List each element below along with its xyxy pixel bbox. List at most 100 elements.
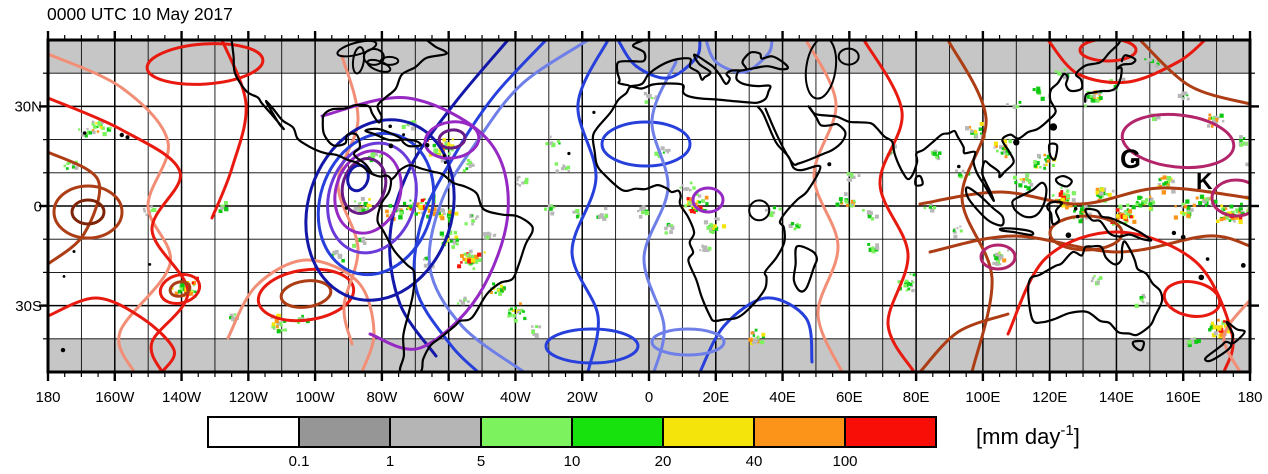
precip-speckle	[1024, 185, 1027, 188]
precip-speckle	[686, 187, 690, 190]
precip-speckle	[1240, 202, 1243, 206]
precip-speckle	[433, 148, 438, 153]
island-dot	[402, 133, 406, 137]
precip-speckle	[474, 259, 479, 264]
precip-speckle	[1007, 249, 1010, 252]
precip-speckle	[681, 184, 684, 187]
precip-speckle	[462, 257, 466, 262]
precip-speckle	[101, 121, 104, 124]
contour-line	[48, 150, 102, 266]
precip-speckle	[468, 253, 471, 256]
precip-speckle	[928, 205, 932, 209]
precip-speckle	[1148, 207, 1152, 210]
precip-speckle	[476, 215, 479, 218]
precip-speckle	[1159, 185, 1162, 188]
precip-speckle	[1062, 192, 1066, 197]
coastline	[807, 40, 1122, 202]
precip-speckle	[1180, 206, 1184, 209]
precip-speckle	[1216, 326, 1222, 331]
precip-speckle	[535, 334, 539, 338]
precip-speckle	[555, 169, 559, 173]
precip-speckle	[561, 167, 565, 171]
precip-speckle	[273, 327, 276, 330]
precip-speckle	[1068, 203, 1073, 208]
precip-speckle	[572, 210, 576, 214]
precip-speckle	[994, 256, 999, 261]
precip-speckle	[708, 228, 714, 233]
precip-speckle	[1063, 68, 1067, 72]
precip-speckle	[1166, 183, 1170, 187]
precip-speckle	[1243, 137, 1246, 140]
precip-speckle	[973, 133, 978, 137]
precip-speckle	[447, 216, 451, 220]
precip-speckle	[550, 211, 555, 216]
precip-speckle	[152, 207, 157, 212]
precip-speckle	[1005, 148, 1010, 153]
precip-speckle	[1128, 209, 1133, 214]
precip-speckle	[276, 321, 281, 326]
lake-outline	[837, 47, 860, 66]
precip-speckle	[1224, 207, 1228, 210]
precip-speckle	[1149, 195, 1152, 198]
precip-speckle	[1122, 77, 1126, 81]
precip-speckle	[1162, 175, 1167, 180]
precip-speckle	[1008, 139, 1013, 144]
precip-speckle	[474, 257, 479, 262]
precip-speckle	[439, 231, 444, 236]
precip-speckle	[471, 255, 476, 259]
precip-speckle	[224, 207, 229, 212]
colorbar-cell	[480, 416, 573, 448]
precip-speckle	[489, 291, 493, 294]
precip-speckle	[1006, 103, 1009, 107]
precip-speckle	[1219, 217, 1224, 222]
precip-speckle	[669, 230, 673, 234]
precip-speckle	[1065, 197, 1070, 202]
precip-speckle	[1227, 211, 1232, 216]
precip-speckle	[689, 197, 693, 201]
precip-speckle	[557, 139, 561, 143]
precip-speckle	[1208, 117, 1211, 121]
precip-speckle	[274, 319, 279, 324]
contour-line	[340, 157, 388, 215]
precip-speckle	[174, 291, 179, 296]
precip-speckle	[979, 121, 984, 126]
precip-speckle	[444, 142, 448, 146]
precip-speckle	[449, 144, 455, 149]
lon-label: 140E	[1099, 389, 1134, 406]
precip-speckle	[848, 178, 852, 182]
precip-speckle	[1254, 169, 1257, 172]
contour-line	[698, 296, 814, 372]
precip-speckle	[189, 292, 193, 296]
precip-speckle	[703, 245, 708, 250]
precip-speckle	[1214, 118, 1219, 122]
precip-speckle	[961, 171, 964, 174]
coastlines	[60, 40, 1246, 372]
precip-speckle	[1220, 207, 1225, 212]
precip-speckle	[423, 198, 426, 201]
precip-speckle	[371, 151, 376, 156]
colorbar-cell	[298, 416, 391, 448]
precip-speckle	[485, 235, 490, 240]
precip-speckle	[1211, 116, 1215, 120]
precip-speckle	[1186, 206, 1191, 210]
precip-speckle	[519, 308, 524, 313]
precip-speckle	[689, 181, 693, 185]
island-dot	[1205, 257, 1210, 261]
precip-speckle	[150, 205, 153, 208]
island-dot	[344, 206, 349, 210]
precip-speckle	[106, 127, 112, 132]
colorbar-units: [mm day-1]	[976, 422, 1080, 449]
precip-speckle	[1134, 303, 1139, 308]
precip-speckle	[1161, 190, 1166, 195]
lon-label: 80W	[366, 389, 398, 406]
contour-line	[979, 243, 1017, 271]
precip-speckle	[707, 246, 712, 251]
precip-speckle	[709, 228, 713, 231]
precip-speckle	[1146, 61, 1150, 65]
precip-speckle	[171, 287, 174, 290]
precip-speckle	[993, 141, 998, 146]
precip-speckle	[638, 215, 643, 219]
longitude-axis-labels: 180 160W 140W 120W 100W 80W 60W 40W 20W …	[35, 389, 1262, 406]
precip-speckle	[1060, 186, 1063, 189]
precip-speckle	[761, 335, 765, 339]
